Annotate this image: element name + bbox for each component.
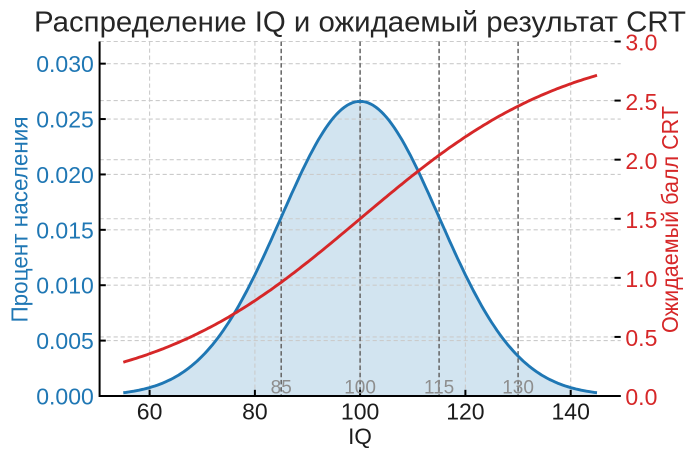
svg-text:0.025: 0.025	[36, 107, 94, 133]
svg-text:IQ: IQ	[348, 424, 372, 449]
svg-text:100: 100	[341, 398, 379, 424]
svg-text:Распределение IQ и ожидаемый р: Распределение IQ и ожидаемый результат C…	[34, 7, 686, 39]
svg-text:Процент населения: Процент населения	[6, 117, 32, 323]
svg-text:1.5: 1.5	[625, 207, 657, 233]
svg-text:0.010: 0.010	[36, 273, 94, 299]
svg-text:0.5: 0.5	[625, 325, 657, 351]
svg-text:80: 80	[242, 398, 268, 424]
svg-text:0.005: 0.005	[36, 328, 94, 354]
svg-text:85: 85	[271, 378, 292, 399]
svg-text:0.0: 0.0	[625, 384, 657, 410]
svg-text:140: 140	[552, 398, 590, 424]
svg-text:120: 120	[446, 398, 484, 424]
svg-text:2.5: 2.5	[625, 89, 657, 115]
svg-text:130: 130	[502, 378, 534, 399]
svg-text:Ожидаемый балл CRT: Ожидаемый балл CRT	[657, 106, 683, 333]
svg-text:60: 60	[137, 398, 163, 424]
svg-text:1.0: 1.0	[625, 266, 657, 292]
svg-text:0.020: 0.020	[36, 162, 94, 188]
svg-text:100: 100	[344, 378, 376, 399]
svg-text:0.030: 0.030	[36, 51, 94, 77]
svg-text:0.000: 0.000	[36, 384, 94, 410]
svg-text:0.015: 0.015	[36, 217, 94, 243]
svg-text:115: 115	[424, 378, 454, 399]
svg-text:2.0: 2.0	[625, 148, 657, 174]
svg-text:3.0: 3.0	[625, 30, 657, 56]
